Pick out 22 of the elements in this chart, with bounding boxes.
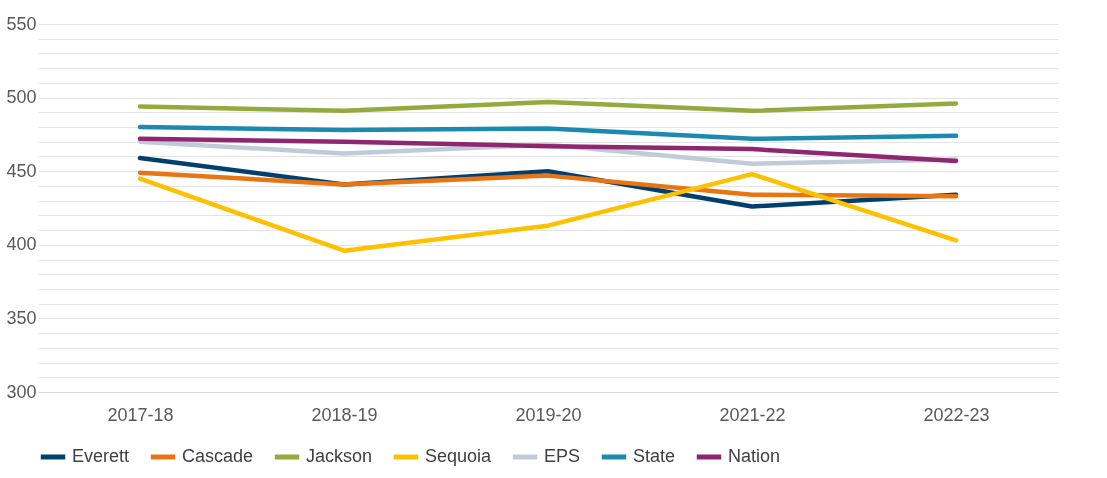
x-tick-label: 2018-19 [311,404,378,425]
legend-label: Nation [728,446,781,466]
y-tick-label: 450 [6,160,37,181]
legend-label: Sequoia [425,446,493,466]
y-tick-label: 500 [6,87,37,108]
y-tick-label: 400 [6,234,37,255]
line-series [137,124,959,142]
x-tick-label: 2019-20 [515,404,582,425]
y-tick-label: 350 [6,307,37,328]
x-tick-label: 2021-22 [719,404,786,425]
legend-label: Everett [72,446,130,466]
x-tick-label: 2017-18 [107,404,174,425]
y-tick-label: 300 [6,381,37,402]
legend-label: Jackson [306,446,373,466]
legend-label: Cascade [182,446,254,466]
x-tick-label: 2022-23 [923,404,990,425]
legend-label: EPS [544,446,581,466]
legend-label: State [633,446,676,466]
line-series [137,171,959,253]
y-tick-label: 550 [6,13,37,34]
line-series [137,170,959,199]
line-series [137,99,959,114]
